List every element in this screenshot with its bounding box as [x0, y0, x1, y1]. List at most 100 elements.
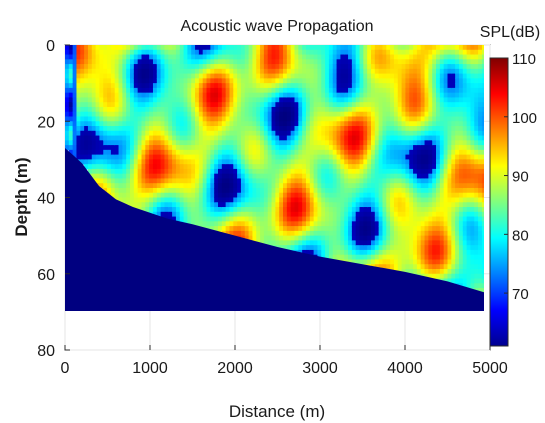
heatmap-cell [187, 59, 192, 65]
heatmap-cell [336, 116, 341, 122]
heatmap-cell [374, 211, 380, 218]
heatmap-cell [374, 202, 380, 208]
heatmap-cell [332, 130, 338, 137]
heatmap-cell [198, 211, 204, 218]
heatmap-cell [325, 183, 330, 189]
heatmap-cell [478, 111, 483, 118]
heatmap-cell [432, 187, 437, 194]
heatmap-cell [187, 173, 192, 180]
heatmap-cell [164, 178, 169, 184]
heatmap-cell [340, 216, 345, 222]
heatmap-cell [210, 168, 215, 175]
heatmap-cell [229, 140, 234, 146]
heatmap-cell [252, 106, 257, 113]
heatmap-cell [237, 221, 242, 227]
heatmap-cell [466, 249, 472, 256]
heatmap-cell [260, 97, 265, 103]
heatmap-cell [290, 240, 296, 246]
heatmap-cell [309, 140, 315, 146]
heatmap-cell [439, 149, 445, 156]
heatmap-cell [107, 49, 112, 56]
heatmap-cell [122, 159, 127, 165]
heatmap-cell [275, 116, 280, 122]
heatmap-cell [191, 126, 196, 132]
heatmap-cell [183, 216, 188, 222]
heatmap-cell [420, 173, 426, 180]
heatmap-cell [164, 59, 169, 65]
heatmap-cell [443, 173, 449, 180]
heatmap-cell [149, 97, 154, 103]
heatmap-cell [91, 149, 97, 156]
heatmap-cell [432, 45, 437, 51]
heatmap-cell [405, 78, 410, 84]
heatmap-cell [462, 178, 468, 184]
heatmap-cell [164, 54, 169, 60]
heatmap-cell [175, 68, 181, 75]
heatmap-cell [118, 78, 123, 84]
heatmap-cell [420, 187, 426, 194]
heatmap-cell [462, 164, 468, 170]
heatmap-cell [152, 130, 158, 137]
heatmap-cell [432, 159, 437, 165]
heatmap-cell [382, 106, 387, 113]
heatmap-cell [290, 64, 296, 70]
heatmap-cell [302, 106, 307, 113]
heatmap-cell [439, 49, 445, 56]
heatmap-cell [321, 187, 326, 194]
heatmap-cell [443, 230, 449, 237]
heatmap-cell [420, 202, 426, 208]
heatmap-cell [141, 45, 146, 51]
heatmap-cell [256, 207, 261, 213]
heatmap-cell [84, 54, 89, 60]
heatmap-cell [436, 59, 441, 65]
heatmap-cell [451, 140, 456, 146]
heatmap-cell [290, 54, 296, 60]
heatmap-cell [474, 135, 479, 141]
heatmap-cell [351, 164, 357, 170]
heatmap-cell [302, 59, 307, 65]
heatmap-cell [141, 173, 146, 180]
heatmap-cell [378, 78, 384, 84]
heatmap-cell [114, 59, 120, 65]
heatmap-cell [145, 92, 150, 99]
x-tick-label: 3000 [302, 360, 338, 377]
heatmap-cell [76, 87, 81, 94]
heatmap-cell [409, 245, 414, 251]
heatmap-cell [179, 183, 185, 189]
heatmap-cell [451, 173, 456, 180]
heatmap-cell [378, 264, 384, 270]
heatmap-cell [84, 78, 89, 84]
heatmap-cell [91, 73, 97, 79]
heatmap-cell [214, 78, 219, 84]
heatmap-cell [195, 197, 200, 203]
heatmap-cell [348, 97, 353, 103]
heatmap-cell [87, 78, 93, 84]
heatmap-cell [260, 164, 265, 170]
heatmap-cell [286, 64, 292, 70]
heatmap-cell [107, 111, 112, 118]
heatmap-cell [351, 121, 357, 127]
heatmap-cell [424, 249, 429, 256]
heatmap-cell [305, 106, 311, 113]
heatmap-cell [462, 64, 468, 70]
heatmap-cell [470, 126, 475, 132]
heatmap-cell [87, 111, 93, 118]
heatmap-cell [474, 68, 479, 75]
heatmap-cell [313, 173, 319, 180]
heatmap-cell [107, 106, 112, 113]
heatmap-cell [416, 68, 422, 75]
heatmap-cell [378, 126, 384, 132]
heatmap-cell [160, 116, 166, 122]
heatmap-cell [156, 197, 162, 203]
heatmap-cell [198, 135, 204, 141]
heatmap-cell [87, 49, 93, 56]
heatmap-cell [424, 245, 429, 251]
heatmap-cell [309, 102, 315, 108]
heatmap-cell [267, 178, 273, 184]
heatmap-cell [355, 106, 361, 113]
heatmap-cell [179, 64, 185, 70]
heatmap-cell [340, 245, 345, 251]
heatmap-cell [443, 87, 449, 94]
heatmap-cell [298, 73, 303, 79]
heatmap-cell [76, 111, 81, 118]
